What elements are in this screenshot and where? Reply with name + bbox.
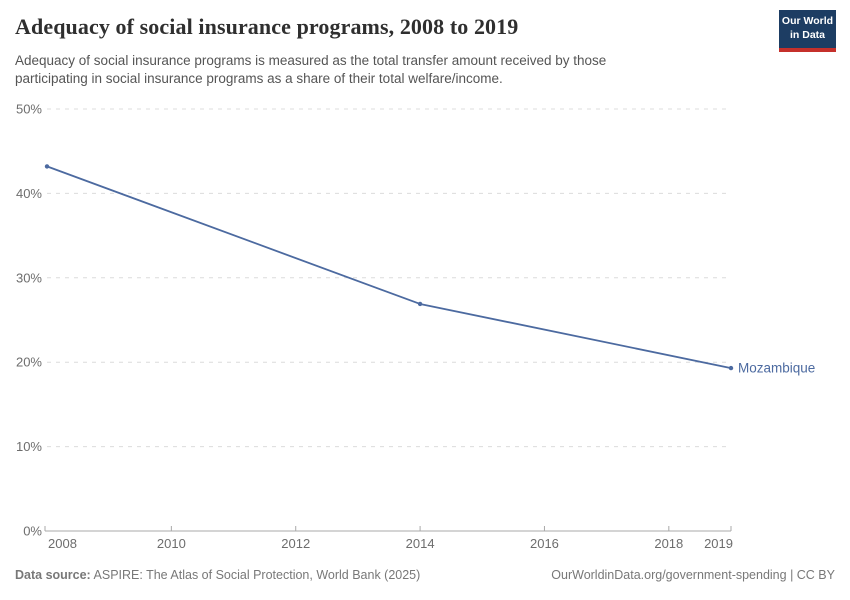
y-axis-tick-label: 30%	[16, 270, 42, 285]
series-label-mozambique: Mozambique	[738, 361, 815, 376]
x-axis-tick-label: 2016	[530, 536, 559, 551]
y-axis-tick-label: 0%	[23, 524, 42, 539]
data-source-note: Data source: ASPIRE: The Atlas of Social…	[15, 568, 420, 582]
data-point-marker[interactable]	[417, 301, 423, 307]
data-point-marker[interactable]	[44, 164, 50, 169]
owid-logo-line1: Our World	[781, 15, 834, 28]
y-axis-tick-label: 50%	[16, 102, 42, 117]
chart-subtitle: Adequacy of social insurance programs is…	[15, 53, 607, 86]
x-axis-tick-label: 2010	[157, 536, 186, 551]
y-axis-tick-label: 20%	[16, 355, 42, 370]
data-source-text: ASPIRE: The Atlas of Social Protection, …	[90, 568, 421, 582]
x-axis-tick-label: 2018	[654, 536, 683, 551]
owid-logo: Our World in Data	[779, 10, 836, 52]
series-line-mozambique[interactable]	[46, 165, 732, 370]
x-axis-tick-label: 2014	[406, 536, 435, 551]
data-source-label: Data source:	[15, 568, 91, 582]
x-axis-tick-label: 2019	[704, 536, 733, 551]
owid-link[interactable]: OurWorldinData.org/government-spending |…	[551, 568, 835, 582]
y-axis-tick-label: 40%	[16, 186, 42, 201]
data-point-marker[interactable]	[728, 365, 734, 371]
x-axis-tick-label: 2012	[281, 536, 310, 551]
y-axis-tick-label: 10%	[16, 439, 42, 454]
page-title: Adequacy of social insurance programs, 2…	[15, 14, 519, 39]
owid-logo-line2: in Data	[789, 29, 825, 41]
x-axis-tick-label: 2008	[48, 536, 77, 551]
